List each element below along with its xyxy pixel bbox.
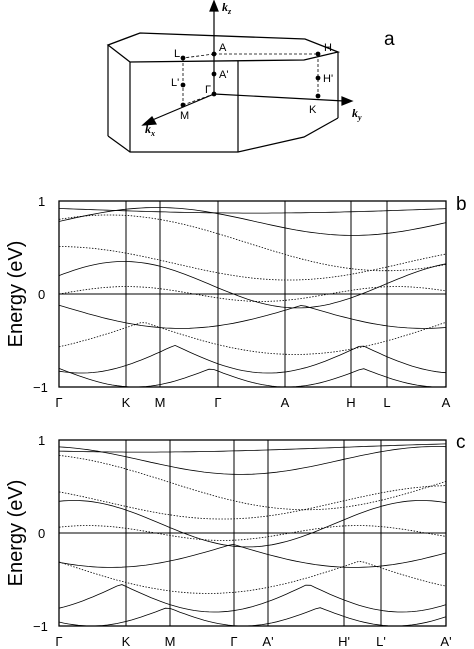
point-label-gamma: Γ: [205, 84, 211, 96]
xticks-c: Γ K M Γ A' H' L' A': [55, 634, 451, 649]
ky-axis: [213, 93, 345, 102]
point-a-dot: [211, 51, 217, 57]
point-label-m: M: [180, 110, 189, 122]
band-structure-panel-c: 1 0 −1 Energy (eV) c Γ K M Γ A' H' L' A': [5, 432, 466, 649]
xtick-b-1: K: [122, 395, 131, 410]
point-label-l: L: [174, 48, 180, 60]
panel-label-a: a: [384, 29, 395, 50]
band-c-4: [58, 485, 447, 520]
band-b-1: [58, 208, 447, 214]
xtick-c-3: Γ: [230, 634, 237, 649]
bz-points: [180, 51, 321, 108]
band-b-8: [58, 321, 447, 355]
point-l-prime-dot: [180, 82, 186, 88]
xtick-b-6: L: [383, 395, 390, 410]
xtick-b-4: A: [281, 395, 290, 410]
axis-label-kx: kx: [145, 122, 155, 138]
point-label-k: K: [309, 104, 317, 116]
ylabel-b: Energy (eV): [5, 241, 27, 348]
xtick-c-0: Γ: [55, 634, 62, 649]
band-c-7: [58, 543, 447, 568]
band-c-8: [58, 560, 447, 594]
axis-label-kz: kz: [222, 0, 232, 16]
kz-arrowhead: [209, 0, 219, 12]
xtick-b-2: M: [155, 395, 166, 410]
point-h-prime-dot: [315, 75, 321, 81]
xtick-b-3: Γ: [214, 395, 221, 410]
axis-label-ky: ky: [352, 106, 362, 122]
point-label-l-prime: L': [171, 77, 179, 89]
point-label-h-prime: H': [323, 73, 333, 85]
band-b-5: [58, 261, 447, 309]
band-c-10: [58, 607, 447, 627]
band-b-6: [58, 286, 447, 302]
xtick-c-2: M: [165, 634, 176, 649]
band-c-5: [58, 500, 447, 548]
point-k-dot: [315, 93, 321, 99]
band-b-4: [59, 246, 447, 281]
point-m-dot: [180, 102, 186, 108]
brillouin-zone-diagram: [106, 0, 354, 153]
band-c-3: [58, 455, 447, 511]
point-gamma-dot: [211, 91, 217, 97]
point-label-a: A: [219, 42, 227, 54]
point-l-dot: [180, 55, 186, 61]
point-label-h: H: [324, 42, 332, 54]
band-b-3: [58, 214, 447, 272]
ytick-b-top: 1: [38, 194, 45, 209]
band-c-9: [58, 584, 447, 613]
xtick-c-1: K: [122, 634, 131, 649]
bz-labels: A L H A' L' H' Γ M K kz ky kx a: [145, 0, 395, 138]
band-b-7: [58, 304, 447, 329]
xtick-c-7: A': [440, 634, 451, 649]
ylabel-c: Energy (eV): [5, 480, 27, 587]
ytick-c-bottom: −1: [33, 619, 48, 634]
band-b-2: [58, 207, 447, 236]
xtick-b-0: Γ: [55, 395, 62, 410]
kx-arrowhead: [141, 116, 157, 126]
ytick-c-top: 1: [38, 433, 45, 448]
ytick-c-zero: 0: [38, 526, 45, 541]
bands-c: [58, 443, 447, 627]
band-structure-panel-b: 1 0 −1 Energy (eV) b Γ K M Γ A H L A: [5, 194, 467, 410]
point-h-dot: [315, 51, 321, 57]
ky-arrowhead: [341, 96, 354, 106]
point-label-a-prime: A': [219, 69, 228, 81]
xtick-c-4: A': [262, 634, 273, 649]
ytick-b-bottom: −1: [33, 380, 48, 395]
xtick-b-5: H: [346, 395, 355, 410]
band-b-10: [58, 368, 447, 388]
bands-b: [58, 207, 447, 388]
bz-dash-a-l: [182, 53, 215, 59]
kx-axis: [149, 93, 215, 122]
bz-bottom-edge: [107, 117, 339, 153]
panel-label-c: c: [456, 432, 466, 453]
xtick-b-7: A: [442, 395, 451, 410]
ytick-b-zero: 0: [38, 287, 45, 302]
panel-label-b: b: [456, 194, 467, 215]
xtick-c-6: L': [376, 634, 386, 649]
point-a-prime-dot: [211, 71, 217, 77]
band-b-9: [58, 344, 447, 374]
xtick-c-5: H': [338, 634, 350, 649]
